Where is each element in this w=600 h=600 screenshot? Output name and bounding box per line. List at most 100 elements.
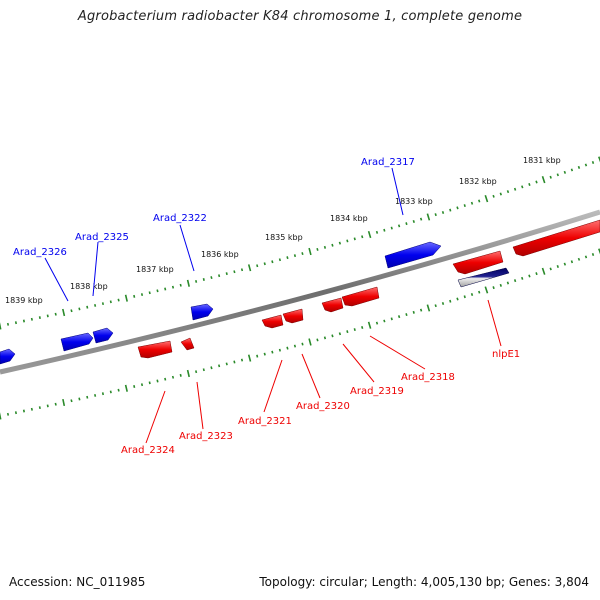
minor-tick	[383, 228, 386, 232]
gene-red-unlabeled[interactable]	[452, 250, 504, 275]
minor-tick	[218, 274, 221, 278]
gene-arad-2326[interactable]: Arad_2326	[13, 247, 94, 352]
gene-arad-2319[interactable]: Arad_2319	[321, 297, 404, 397]
minor-tick	[148, 381, 151, 385]
minor-tick	[94, 304, 97, 307]
major-tick	[541, 267, 546, 275]
minor-tick	[323, 336, 327, 340]
minor-tick	[556, 265, 559, 269]
gene-arad-2318[interactable]: Arad_2318	[341, 286, 455, 383]
minor-tick	[463, 295, 466, 299]
minor-tick	[361, 325, 364, 329]
map-title: Agrobacterium radiobacter K84 chromosome…	[77, 9, 523, 24]
minor-tick	[171, 375, 175, 379]
minor-tick	[101, 392, 104, 396]
minor-tick	[6, 412, 10, 416]
minor-tick	[563, 262, 567, 266]
major-tick	[62, 308, 66, 317]
gene-arad-2323[interactable]: Arad_2323	[179, 337, 233, 442]
minor-tick	[46, 404, 49, 408]
minor-tick	[316, 247, 319, 251]
minor-tick	[419, 217, 423, 221]
genome-summary-text: Topology: circular; Length: 4,005,130 bp…	[259, 575, 589, 589]
minor-tick	[14, 321, 17, 325]
gene-label: Arad_2320	[296, 401, 350, 412]
gene-partial-left[interactable]	[0, 348, 16, 365]
minor-tick	[506, 281, 510, 285]
major-tick	[186, 279, 190, 287]
kbp-label: 1831 kbp	[523, 156, 561, 165]
minor-tick	[591, 252, 595, 256]
gene-arad-2325[interactable]: Arad_2325	[75, 232, 129, 344]
minor-tick	[22, 409, 25, 413]
major-tick	[541, 176, 546, 184]
kbp-label: 1835 kbp	[265, 233, 303, 242]
gene-arad-2320[interactable]: Arad_2320	[282, 308, 350, 412]
kbp-label: 1837 kbp	[136, 265, 174, 274]
minor-tick	[263, 352, 266, 356]
minor-tick	[133, 385, 136, 388]
minor-tick	[441, 301, 445, 305]
minor-tick	[390, 317, 393, 321]
minor-tick	[140, 293, 144, 296]
major-tick	[186, 369, 190, 378]
minor-tick	[470, 292, 474, 296]
major-tick	[484, 195, 489, 203]
minor-tick	[577, 257, 581, 261]
gene-arad-2322[interactable]: Arad_2322	[153, 213, 214, 321]
minor-tick	[577, 165, 581, 169]
kbp-scale-labels: 1831 kbp 1832 kbp 1833 kbp 1834 kbp 1835…	[5, 156, 561, 305]
kbp-label: 1839 kbp	[5, 296, 43, 305]
kbp-label: 1833 kbp	[395, 197, 433, 206]
major-tick	[598, 156, 600, 163]
gene-label: Arad_2318	[401, 372, 455, 383]
minor-tick	[117, 388, 120, 392]
minor-tick	[22, 319, 25, 323]
major-tick	[124, 294, 128, 302]
minor-tick	[94, 394, 97, 397]
minor-tick	[456, 297, 459, 301]
minor-tick	[179, 283, 182, 287]
minor-tick	[278, 348, 281, 352]
gene-red-right-edge[interactable]	[512, 219, 600, 257]
inner-tick-ring	[0, 248, 600, 420]
gene-label: Arad_2317	[361, 157, 415, 168]
minor-tick	[323, 245, 327, 249]
minor-tick	[584, 163, 588, 167]
minor-tick	[179, 373, 182, 377]
minor-tick	[240, 358, 244, 362]
minor-tick	[346, 239, 349, 243]
minor-tick	[434, 304, 437, 308]
minor-tick	[331, 243, 334, 247]
gene-nlpe1[interactable]: nlpE1	[457, 267, 520, 360]
minor-tick	[535, 272, 538, 276]
minor-tick	[293, 254, 297, 258]
minor-tick	[383, 319, 386, 323]
major-tick	[0, 412, 2, 420]
minor-tick	[156, 379, 159, 383]
gene-arad-2317[interactable]: Arad_2317	[361, 157, 442, 269]
major-tick	[367, 230, 372, 239]
minor-tick	[463, 204, 466, 208]
major-tick	[247, 354, 252, 362]
minor-tick	[256, 354, 259, 358]
minor-tick	[499, 192, 502, 196]
minor-tick	[405, 222, 408, 226]
gene-arad-2324[interactable]: Arad_2324	[121, 340, 175, 456]
gene-label: Arad_2321	[238, 416, 292, 427]
major-tick	[124, 384, 128, 392]
minor-tick	[570, 168, 574, 172]
minor-tick	[405, 313, 408, 317]
gene-label: Arad_2324	[121, 445, 175, 456]
minor-tick	[361, 235, 364, 239]
minor-tick	[478, 290, 481, 294]
gene-label: Arad_2325	[75, 232, 129, 243]
minor-tick	[156, 289, 159, 293]
minor-tick	[338, 332, 342, 336]
minor-tick	[293, 344, 297, 348]
minor-tick	[419, 308, 423, 312]
minor-tick	[353, 328, 356, 332]
minor-tick	[456, 206, 459, 210]
minor-tick	[117, 298, 120, 302]
gene-arad-2321[interactable]: Arad_2321	[238, 314, 292, 427]
